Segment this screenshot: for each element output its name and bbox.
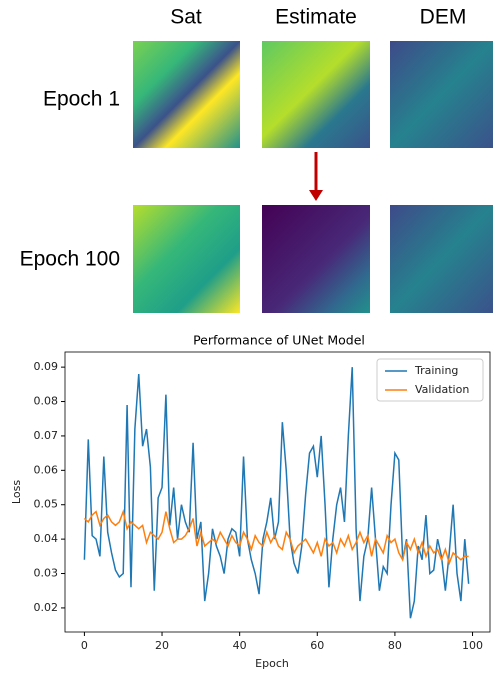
x-tick-label: 80 bbox=[388, 639, 402, 652]
image bbox=[133, 41, 240, 148]
x-tick-label: 40 bbox=[233, 639, 247, 652]
row-title: Epoch 100 bbox=[20, 248, 120, 271]
line-series bbox=[83, 367, 470, 619]
row-title: Epoch 1 bbox=[43, 88, 120, 111]
image bbox=[390, 205, 493, 313]
x-tick-label: 20 bbox=[155, 639, 169, 652]
y-tick-label: 0.02 bbox=[34, 601, 59, 614]
x-tick-label: 60 bbox=[310, 639, 324, 652]
column-title: DEM bbox=[420, 6, 467, 29]
legend-label: Validation bbox=[415, 383, 469, 396]
x-axis-label: Epoch bbox=[255, 657, 289, 670]
y-tick-label: 0.04 bbox=[34, 532, 59, 545]
x-tick-label: 0 bbox=[81, 639, 88, 652]
image bbox=[262, 41, 370, 148]
legend-label: Training bbox=[414, 364, 458, 377]
image bbox=[390, 41, 493, 148]
y-tick-label: 0.06 bbox=[34, 463, 59, 476]
y-axis-label: Loss bbox=[10, 480, 23, 504]
column-title: Estimate bbox=[275, 6, 357, 29]
image bbox=[133, 205, 240, 313]
line-series bbox=[83, 508, 469, 566]
column-title: Sat bbox=[170, 6, 202, 29]
image bbox=[262, 205, 370, 313]
y-tick-label: 0.07 bbox=[34, 429, 59, 442]
y-tick-label: 0.03 bbox=[34, 567, 59, 580]
axes-frame bbox=[64, 351, 491, 633]
arrow-head bbox=[309, 190, 323, 201]
y-tick-label: 0.08 bbox=[34, 395, 59, 408]
y-tick-label: 0.09 bbox=[34, 360, 59, 373]
y-tick-label: 0.05 bbox=[34, 498, 59, 511]
chart-title: Performance of UNet Model bbox=[193, 333, 365, 348]
x-tick-label: 100 bbox=[462, 639, 483, 652]
